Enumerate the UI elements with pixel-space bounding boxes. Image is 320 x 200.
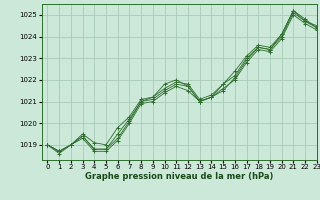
X-axis label: Graphe pression niveau de la mer (hPa): Graphe pression niveau de la mer (hPa) bbox=[85, 172, 273, 181]
